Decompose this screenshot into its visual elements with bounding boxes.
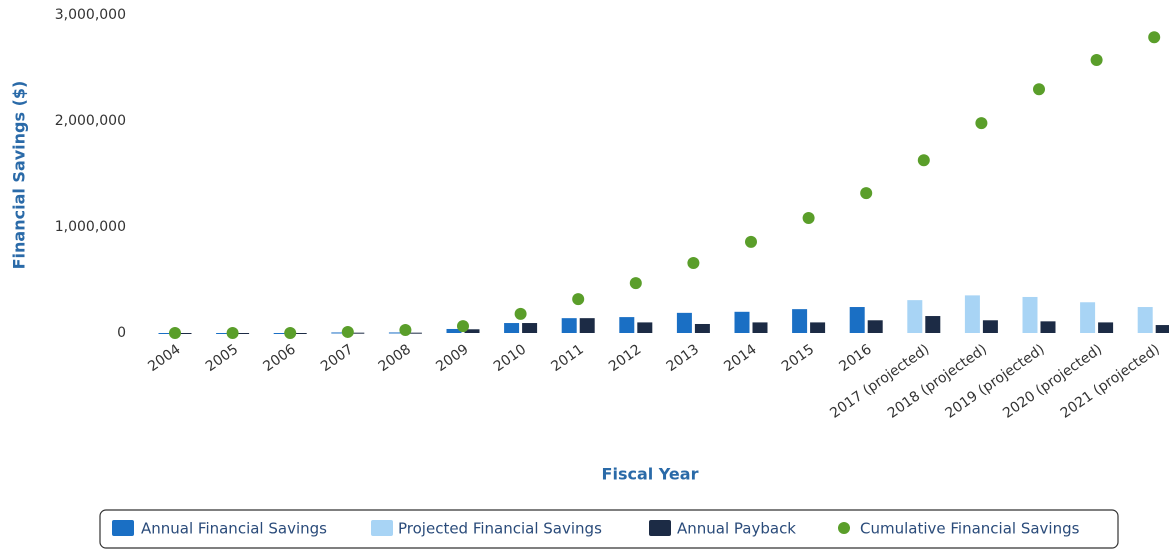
- legend-label: Annual Financial Savings: [141, 520, 327, 538]
- legend-box: [99, 509, 1119, 549]
- bar: [331, 332, 347, 334]
- x-tick-label: 2006: [260, 341, 298, 375]
- x-tick-label: 2010: [491, 341, 529, 375]
- bar: [446, 328, 462, 333]
- dot: [745, 235, 757, 248]
- bar: [637, 322, 653, 333]
- dot: [572, 293, 585, 306]
- bar: [504, 323, 520, 333]
- bar: [964, 295, 980, 333]
- dot: [1033, 83, 1045, 96]
- legend-marker: [371, 520, 393, 536]
- bar: [792, 309, 808, 333]
- x-tick-label: 2008: [376, 341, 414, 375]
- bar: [216, 333, 232, 334]
- y-tick-label: 2,000,000: [55, 113, 126, 129]
- y-axis-title: Financial Savings ($): [10, 81, 29, 270]
- legend-marker: [838, 522, 850, 534]
- x-tick-label: 2004: [145, 341, 183, 375]
- bar: [676, 312, 692, 333]
- bar: [349, 332, 365, 334]
- bar: [907, 300, 923, 333]
- bar: [810, 322, 826, 333]
- y-tick-label: 1,000,000: [55, 219, 126, 235]
- dot: [399, 324, 412, 337]
- dot: [1148, 31, 1161, 44]
- bar: [1098, 322, 1114, 333]
- bar: [1137, 307, 1153, 333]
- bar: [752, 322, 768, 333]
- x-tick-label: 2020 (projected): [1000, 341, 1105, 421]
- legend-marker: [649, 520, 671, 536]
- dot: [514, 307, 527, 320]
- x-tick-label: 2011: [548, 341, 586, 375]
- bar: [1040, 321, 1056, 333]
- bar: [291, 333, 307, 334]
- dot: [457, 320, 469, 333]
- bar: [561, 318, 577, 333]
- bar: [1080, 302, 1096, 333]
- x-tick-label: 2017 (projected): [827, 341, 932, 421]
- bar: [176, 333, 192, 334]
- dot: [226, 327, 239, 339]
- dot: [917, 154, 930, 167]
- bar: [273, 333, 289, 334]
- dot: [284, 327, 297, 339]
- bar: [982, 320, 998, 333]
- bar: [579, 318, 595, 333]
- bar: [849, 307, 865, 333]
- bar: [1022, 296, 1038, 333]
- bar: [406, 332, 422, 334]
- dot: [341, 325, 354, 338]
- bar: [234, 333, 250, 334]
- legend-label: Annual Payback: [677, 520, 796, 538]
- bar: [388, 332, 404, 334]
- bar: [464, 329, 480, 333]
- dot: [687, 257, 700, 270]
- x-tick-label: 2019 (projected): [942, 341, 1047, 421]
- legend-label: Cumulative Financial Savings: [860, 520, 1080, 538]
- x-axis-title: Fiscal Year: [602, 465, 699, 484]
- bar: [867, 320, 883, 333]
- bar: [694, 323, 710, 333]
- dot: [629, 277, 642, 290]
- bar: [734, 311, 750, 333]
- legend-marker: [112, 520, 134, 536]
- y-tick-label: 0: [117, 325, 126, 341]
- x-tick-label: 2014: [721, 341, 759, 375]
- dot: [802, 211, 815, 224]
- legend-label: Projected Financial Savings: [398, 520, 602, 538]
- dot: [1090, 54, 1103, 67]
- x-tick-label: 2015: [779, 341, 817, 375]
- bar: [1155, 325, 1169, 333]
- x-tick-label: 2005: [203, 341, 241, 375]
- bar: [619, 317, 635, 333]
- x-tick-label: 2018 (projected): [885, 341, 990, 421]
- x-tick-label: 2007: [318, 341, 356, 375]
- x-tick-label: 2013: [664, 341, 702, 375]
- y-tick-label: 3,000,000: [55, 7, 126, 23]
- x-tick-label: 2009: [433, 341, 471, 375]
- bar: [158, 333, 174, 334]
- bar: [522, 323, 538, 333]
- dot: [975, 117, 988, 130]
- dot: [860, 187, 873, 200]
- dot: [169, 327, 181, 339]
- bar: [925, 316, 941, 333]
- x-tick-label: 2016: [836, 341, 874, 375]
- x-tick-label: 2021 (projected): [1058, 341, 1163, 421]
- x-tick-label: 2012: [606, 341, 644, 375]
